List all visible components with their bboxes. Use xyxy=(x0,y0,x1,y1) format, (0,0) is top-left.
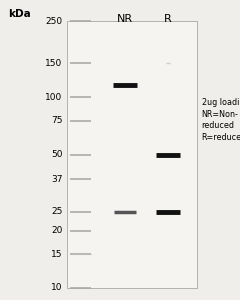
Text: R: R xyxy=(164,14,172,23)
Text: 10: 10 xyxy=(51,284,62,292)
Text: 100: 100 xyxy=(45,92,62,101)
Bar xyxy=(67,21,197,288)
Text: 75: 75 xyxy=(51,116,62,125)
Text: 37: 37 xyxy=(51,175,62,184)
Text: 15: 15 xyxy=(51,250,62,259)
Text: kDa: kDa xyxy=(8,9,30,19)
Text: 150: 150 xyxy=(45,59,62,68)
Text: 50: 50 xyxy=(51,150,62,159)
Text: 25: 25 xyxy=(51,208,62,217)
Text: 20: 20 xyxy=(51,226,62,235)
Text: 2ug loading
NR=Non-
reduced
R=reduced: 2ug loading NR=Non- reduced R=reduced xyxy=(202,98,240,142)
Text: NR: NR xyxy=(117,14,133,23)
Text: 250: 250 xyxy=(45,16,62,26)
